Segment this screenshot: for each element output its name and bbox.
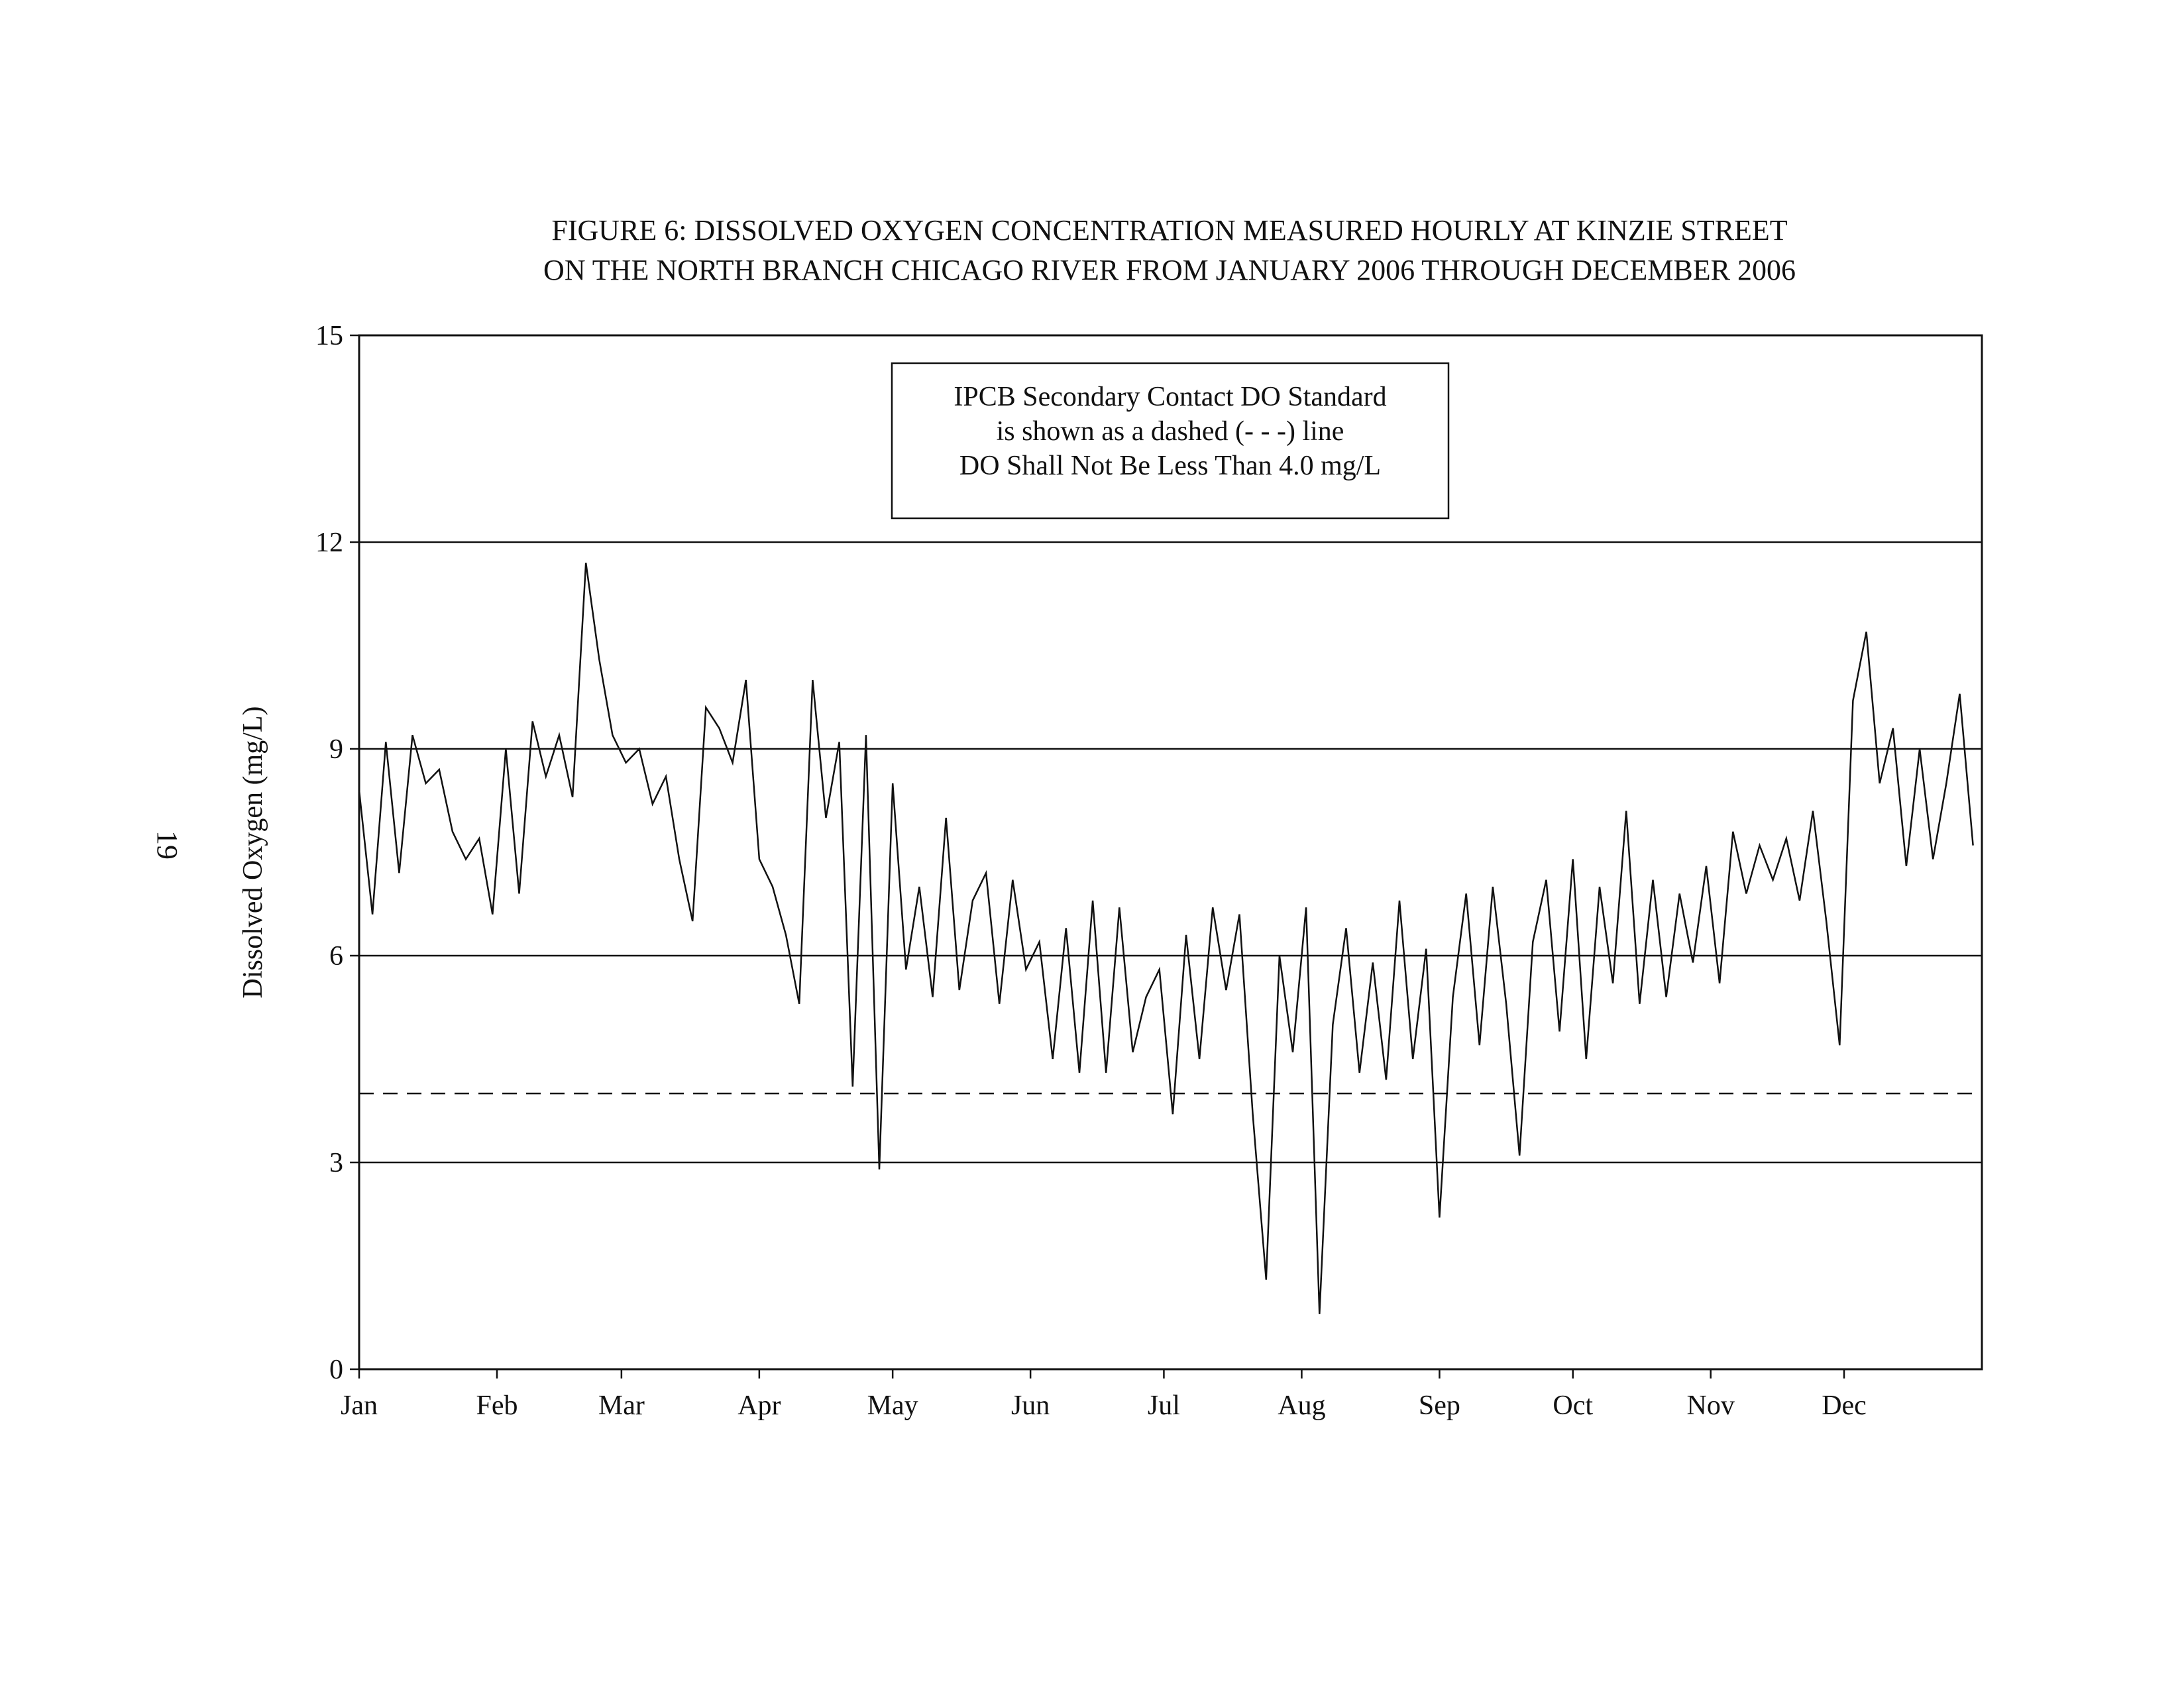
y-tick-label: 3	[329, 1148, 343, 1178]
chart-title-line-1: FIGURE 6: DISSOLVED OXYGEN CONCENTRATION…	[551, 214, 1787, 247]
x-tick-label: Mar	[598, 1390, 645, 1421]
x-tick-label: Nov	[1687, 1390, 1735, 1421]
x-tick-label: Dec	[1822, 1390, 1867, 1421]
x-tick-label: Jul	[1148, 1390, 1180, 1421]
x-tick-label: Feb	[476, 1390, 518, 1421]
x-tick-label: Oct	[1553, 1390, 1593, 1421]
do-series-line	[358, 563, 1974, 1314]
x-tick-label: Apr	[737, 1390, 781, 1421]
legend-line-2: is shown as a dashed (- - -) line	[997, 416, 1344, 447]
x-tick-label: May	[867, 1390, 918, 1421]
chart-title-line-2: ON THE NORTH BRANCH CHICAGO RIVER FROM J…	[543, 254, 1796, 286]
x-tick-label: Jun	[1011, 1390, 1050, 1421]
page-number: 19	[151, 830, 184, 860]
x-tick-label: Sep	[1419, 1390, 1460, 1421]
legend-line-1: IPCB Secondary Contact DO Standard	[954, 382, 1386, 412]
x-tick-label: Jan	[341, 1390, 378, 1421]
y-tick-label: 9	[329, 734, 343, 765]
y-tick-label: 12	[315, 528, 343, 558]
legend-box: IPCB Secondary Contact DO Standard is sh…	[891, 362, 1450, 520]
y-tick-label: 15	[315, 321, 343, 351]
x-tick-label: Aug	[1278, 1390, 1325, 1421]
legend-line-3: DO Shall Not Be Less Than 4.0 mg/L	[959, 451, 1381, 481]
y-tick-label: 6	[329, 941, 343, 972]
y-tick-label: 0	[329, 1355, 343, 1385]
plot-frame	[358, 334, 1983, 1371]
y-axis-label: Dissolved Oxygen (mg/L)	[238, 706, 268, 999]
